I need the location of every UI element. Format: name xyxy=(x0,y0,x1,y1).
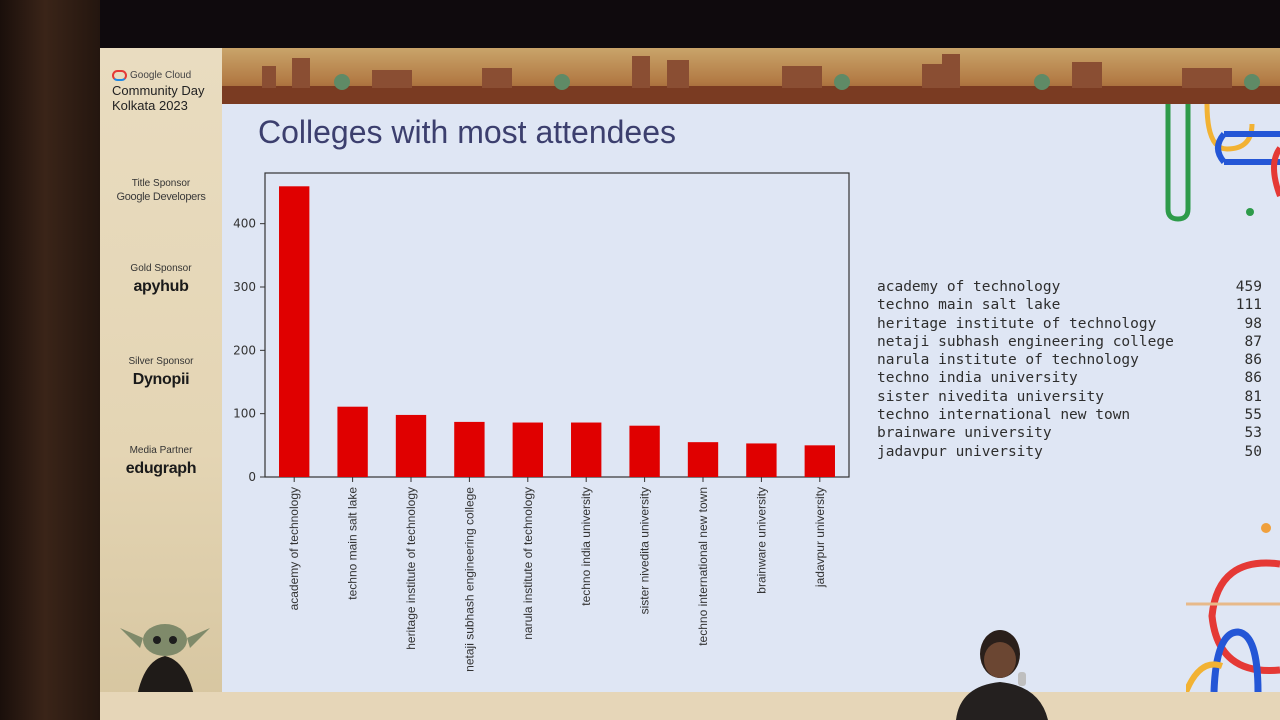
bar xyxy=(512,422,543,477)
ranking-college-name: techno india university xyxy=(877,370,1078,387)
decorative-loops-bottom-icon xyxy=(1186,523,1280,692)
ranking-row: jadavpur university 50 xyxy=(877,443,1262,461)
ranking-row: sister nivedita university 81 xyxy=(877,388,1262,406)
heritage-skyline-banner xyxy=(222,48,1280,104)
ranking-attendee-count: 87 xyxy=(1244,333,1262,350)
sponsor-name: apyhub xyxy=(133,278,189,295)
sponsor-name: Google Developers xyxy=(116,191,206,203)
decorative-loops-top-icon xyxy=(1165,104,1280,222)
ranking-college-name: netaji subhash engineering college xyxy=(877,333,1174,350)
ranking-row: brainware university 53 xyxy=(877,424,1262,442)
ranking-attendee-count: 459 xyxy=(1235,279,1262,295)
ranking-college-name: sister nivedita university xyxy=(877,388,1104,405)
sponsor-title: Title Sponsor Google Developers xyxy=(100,178,222,203)
bar xyxy=(571,422,602,477)
ranking-row: techno international new town 55 xyxy=(877,406,1262,424)
x-tick-label: jadavpur university xyxy=(813,487,827,588)
y-tick-label: 300 xyxy=(233,280,256,294)
sponsor-label: Silver Sponsor xyxy=(128,356,194,367)
bar xyxy=(687,442,719,477)
ranking-attendee-count: 50 xyxy=(1244,443,1262,460)
ranking-college-name: techno international new town xyxy=(877,407,1131,424)
x-tick-label: techno india university xyxy=(579,487,593,606)
sponsor-name: edugraph xyxy=(125,460,197,477)
stage-ceiling xyxy=(100,0,1280,48)
sponsor-silver: Silver Sponsor Dynopii xyxy=(100,356,222,389)
attendee-ranking-list: academy of technology 459 techno main salt… xyxy=(877,278,1262,461)
x-tick-label: narula institute of technology xyxy=(521,487,535,640)
ranking-college-name: narula institute of technology xyxy=(877,352,1139,369)
bar xyxy=(629,425,660,477)
ranking-attendee-count: 86 xyxy=(1244,352,1262,369)
x-tick-label: techno main salt lake xyxy=(346,487,360,600)
ranking-row: netaji subhash engineering college 87 xyxy=(877,333,1262,351)
ranking-attendee-count: 86 xyxy=(1244,370,1262,387)
slide-title: Colleges with most attendees xyxy=(258,114,676,150)
attendees-bar-chart: 0 100 200 300 400 academy of technology techno… xyxy=(233,172,850,672)
x-tick-label: sister nivedita university xyxy=(638,487,652,614)
ranking-college-name: jadavpur university xyxy=(877,443,1043,460)
ranking-row: techno main salt lake 111 xyxy=(877,296,1262,314)
bar xyxy=(337,406,368,477)
y-tick-label: 0 xyxy=(248,470,256,484)
ranking-attendee-count: 53 xyxy=(1244,425,1262,442)
ranking-college-name: brainware university xyxy=(877,425,1052,442)
x-tick-label: techno international new town xyxy=(696,487,710,646)
google-cloud-icon xyxy=(112,70,127,81)
event-brand: Google Cloud Community Day Kolkata 2023 xyxy=(112,70,204,113)
ranking-attendee-count: 98 xyxy=(1244,315,1262,332)
sponsor-media: Media Partner edugraph xyxy=(100,445,222,478)
ranking-row: techno india university 86 xyxy=(877,369,1262,387)
bar xyxy=(746,443,777,477)
y-tick-label: 400 xyxy=(233,217,256,231)
x-tick-label: heritage institute of technology xyxy=(404,487,418,650)
sponsor-label: Title Sponsor xyxy=(131,178,191,189)
event-name: Community Day Kolkata 2023 xyxy=(112,83,204,113)
event-name-line2: Kolkata 2023 xyxy=(112,98,188,113)
x-tick-label: netaji subhash engineering college xyxy=(462,487,476,672)
x-tick-label: brainware university xyxy=(754,487,768,594)
y-tick-label: 100 xyxy=(233,407,256,421)
ranking-row: heritage institute of technology 98 xyxy=(877,315,1262,333)
bar xyxy=(804,445,835,477)
ranking-attendee-count: 111 xyxy=(1235,297,1262,314)
bar xyxy=(395,414,427,477)
stage-curtain xyxy=(0,0,100,720)
brand-cloud-label: Google Cloud xyxy=(130,70,192,81)
bar xyxy=(454,421,485,477)
x-tick-label: academy of technology xyxy=(287,487,301,610)
ranking-college-name: academy of technology xyxy=(877,279,1061,295)
ranking-attendee-count: 55 xyxy=(1244,407,1262,424)
plot-frame xyxy=(264,172,850,478)
sponsor-label: Gold Sponsor xyxy=(130,263,192,274)
ranking-row: academy of technology 459 xyxy=(877,278,1262,296)
presentation-slide: Colleges with most attendees 0 100 200 300 4… xyxy=(222,104,1280,692)
ranking-college-name: heritage institute of technology xyxy=(877,315,1157,332)
ranking-attendee-count: 81 xyxy=(1244,388,1262,405)
sponsor-label: Media Partner xyxy=(129,445,193,456)
presenter-person-icon xyxy=(956,630,1048,720)
sponsor-gold: Gold Sponsor apyhub xyxy=(100,263,222,296)
ranking-college-name: techno main salt lake xyxy=(877,297,1061,314)
y-tick-label: 200 xyxy=(233,343,256,357)
event-sidebar: Google Cloud Community Day Kolkata 2023 … xyxy=(100,48,222,720)
bar xyxy=(279,186,310,478)
ranking-row: narula institute of technology 86 xyxy=(877,351,1262,369)
stage-floor xyxy=(100,692,1280,720)
event-name-line1: Community Day xyxy=(112,83,205,98)
sponsor-name: Dynopii xyxy=(132,371,190,388)
